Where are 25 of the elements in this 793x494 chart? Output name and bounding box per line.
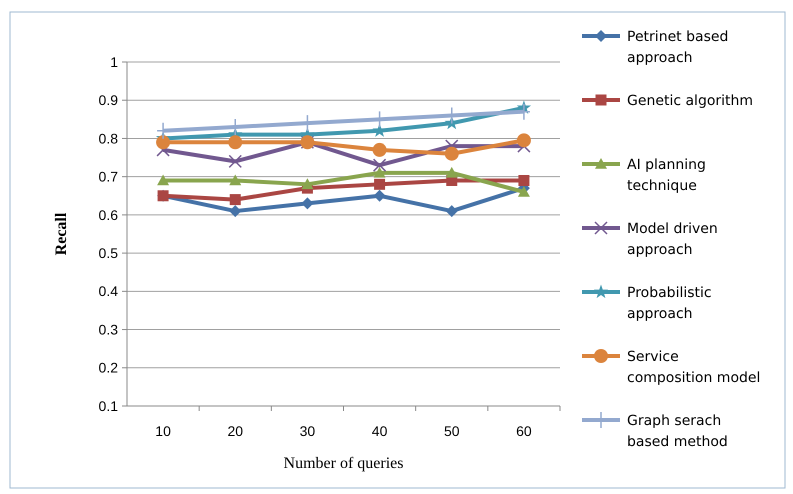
y-tick-label: 0.1 xyxy=(98,398,118,414)
x-tick-label: 60 xyxy=(516,423,532,439)
legend-label: Petrinet based approach xyxy=(627,28,728,66)
x-tick-label: 40 xyxy=(372,423,388,439)
y-tick-label: 0.8 xyxy=(98,130,118,146)
x-tick-label: 10 xyxy=(155,423,172,439)
legend-label: Probabilistic approach xyxy=(627,284,712,322)
x-tick-label: 30 xyxy=(300,423,316,439)
x-tick-label: 20 xyxy=(227,423,244,439)
x-axis-title: Number of queries xyxy=(284,455,404,472)
legend-label: Graph serach based method xyxy=(627,412,728,450)
y-tick-label: 0.9 xyxy=(98,92,118,108)
legend-label: Service composition model xyxy=(627,348,760,386)
legend-label: AI planning technique xyxy=(627,156,706,194)
y-tick-label: 0.7 xyxy=(98,168,118,185)
y-tick-label: 1 xyxy=(110,54,118,70)
y-tick-label: 0.3 xyxy=(98,321,118,338)
y-axis-title: Recall xyxy=(53,212,70,256)
y-tick-label: 0.5 xyxy=(98,245,118,262)
legend-label: Genetic algorithm xyxy=(627,92,754,109)
y-tick-label: 0.6 xyxy=(98,206,118,223)
x-tick-label: 50 xyxy=(444,423,460,439)
y-tick-label: 0.4 xyxy=(98,283,118,300)
y-tick-label: 0.2 xyxy=(98,360,118,376)
legend-label: Model driven approach xyxy=(627,220,718,258)
